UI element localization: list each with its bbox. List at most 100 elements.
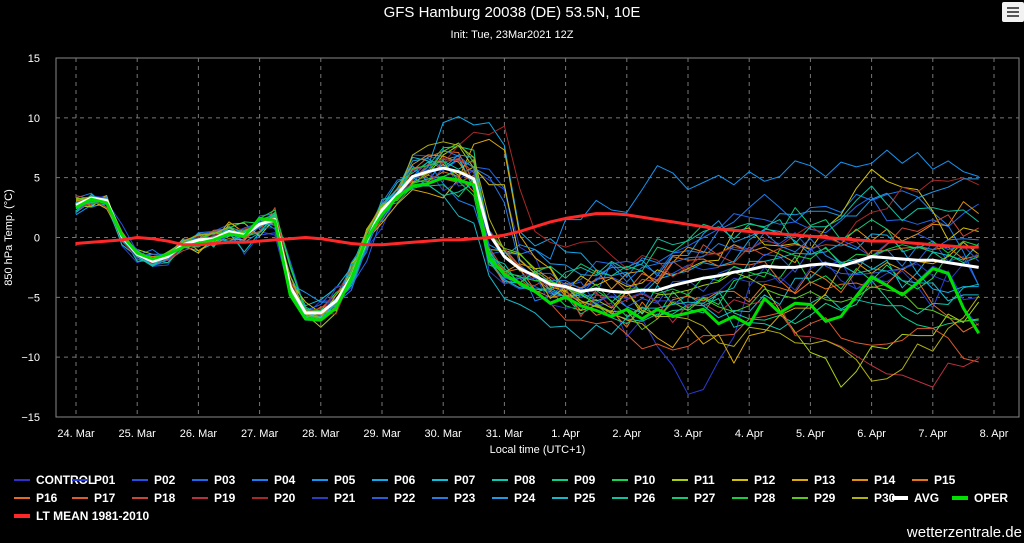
legend-item[interactable]: P04 — [252, 473, 295, 487]
x-tick-label: 29. Mar — [363, 428, 401, 440]
legend-swatch — [192, 497, 208, 499]
legend-item[interactable]: P18 — [132, 491, 175, 505]
y-tick-label: −15 — [21, 412, 40, 424]
legend-item[interactable]: P05 — [312, 473, 355, 487]
legend-item[interactable]: P25 — [552, 491, 595, 505]
series-line-lt-mean-1981-2010 — [75, 212, 979, 249]
legend-item[interactable]: P23 — [432, 491, 475, 505]
legend-swatch — [672, 479, 688, 481]
series-line-p24 — [75, 154, 979, 317]
y-tick-label: 15 — [28, 53, 40, 65]
legend-item[interactable]: P17 — [72, 491, 115, 505]
legend-item[interactable]: AVG — [892, 491, 939, 505]
legend-label: P08 — [514, 473, 536, 487]
legend-item[interactable]: P16 — [14, 491, 57, 505]
y-tick-label: −10 — [21, 352, 40, 364]
legend-label: P09 — [574, 473, 596, 487]
legend-label: P27 — [694, 491, 716, 505]
legend-label: P06 — [394, 473, 416, 487]
legend-label: AVG — [914, 491, 940, 505]
x-tick-label: 7. Apr — [918, 428, 947, 440]
hamburger-menu-icon[interactable] — [1002, 2, 1024, 22]
legend-item[interactable]: P11 — [672, 473, 715, 487]
x-tick-label: 2. Apr — [612, 428, 641, 440]
legend-item[interactable]: P19 — [192, 491, 235, 505]
legend-item[interactable]: P06 — [372, 473, 415, 487]
legend-swatch — [72, 479, 88, 481]
legend-swatch — [552, 497, 568, 499]
legend-item[interactable]: P24 — [492, 491, 535, 505]
legend-swatch — [252, 479, 268, 481]
legend-item[interactable]: P15 — [912, 473, 955, 487]
legend-label: OPER — [974, 491, 1009, 505]
y-tick-label: −5 — [27, 292, 40, 304]
legend-item[interactable]: CONTROL — [14, 473, 95, 487]
legend-swatch — [14, 497, 30, 499]
x-tick-label: 28. Mar — [302, 428, 340, 440]
legend-swatch — [892, 496, 908, 500]
legend-item[interactable]: P07 — [432, 473, 475, 487]
y-axis-title: 850 hPa Temp. (°C) — [3, 189, 15, 286]
x-tick-label: 3. Apr — [674, 428, 703, 440]
legend-item[interactable]: P02 — [132, 473, 175, 487]
legend-item[interactable]: P09 — [552, 473, 595, 487]
chart-subtitle: Init: Tue, 23Mar2021 12Z — [450, 29, 574, 41]
legend-label: P26 — [634, 491, 656, 505]
legend-swatch — [72, 497, 88, 499]
x-tick-label: 27. Mar — [241, 428, 279, 440]
legend-swatch — [672, 497, 688, 499]
series-line-p13 — [75, 138, 980, 364]
x-tick-label: 31. Mar — [486, 428, 524, 440]
legend-label: P01 — [94, 473, 116, 487]
legend-swatch — [14, 479, 30, 481]
legend-label: CONTROL — [36, 473, 96, 487]
legend-label: P19 — [214, 491, 236, 505]
legend-item[interactable]: P26 — [612, 491, 655, 505]
legend-label: P17 — [94, 491, 116, 505]
series-line-p09 — [75, 146, 979, 329]
legend-swatch — [492, 497, 508, 499]
legend-swatch — [912, 479, 928, 481]
legend-item[interactable]: P03 — [192, 473, 235, 487]
legend-item[interactable]: P08 — [492, 473, 535, 487]
legend-item[interactable]: OPER — [952, 491, 1008, 505]
legend-label: P13 — [814, 473, 836, 487]
legend-item[interactable]: P14 — [852, 473, 895, 487]
legend-swatch — [612, 479, 628, 481]
legend-label: P04 — [274, 473, 296, 487]
legend-swatch — [552, 479, 568, 481]
legend-item[interactable]: P29 — [792, 491, 835, 505]
legend-label: P23 — [454, 491, 476, 505]
series-line-p17 — [75, 174, 979, 363]
x-tick-label: 30. Mar — [425, 428, 463, 440]
legend-swatch — [732, 479, 748, 481]
legend-swatch — [732, 497, 748, 499]
series-line-p15 — [75, 171, 979, 328]
y-tick-label: 0 — [34, 233, 40, 245]
legend-item[interactable]: P22 — [372, 491, 415, 505]
legend-item[interactable]: P12 — [732, 473, 775, 487]
legend-label: P12 — [754, 473, 776, 487]
legend-label: P18 — [154, 491, 176, 505]
legend-swatch — [792, 479, 808, 481]
legend-item[interactable]: LT MEAN 1981-2010 — [14, 509, 149, 523]
legend-label: P02 — [154, 473, 176, 487]
legend-label: P25 — [574, 491, 596, 505]
legend-item[interactable]: P27 — [672, 491, 715, 505]
legend-item[interactable]: P10 — [612, 473, 655, 487]
legend-label: P22 — [394, 491, 416, 505]
legend-label: P15 — [934, 473, 956, 487]
legend-label: P11 — [694, 473, 715, 487]
legend-item[interactable]: P30 — [852, 491, 895, 505]
legend-item[interactable]: P21 — [312, 491, 355, 505]
legend-swatch — [432, 497, 448, 499]
legend-item[interactable]: P13 — [792, 473, 835, 487]
legend-item[interactable]: P20 — [252, 491, 295, 505]
legend-item[interactable]: P01 — [72, 473, 115, 487]
legend-label: P20 — [274, 491, 296, 505]
legend-swatch — [952, 496, 968, 500]
x-tick-label: 25. Mar — [119, 428, 157, 440]
legend-label: P16 — [36, 491, 58, 505]
legend-item[interactable]: P28 — [732, 491, 775, 505]
